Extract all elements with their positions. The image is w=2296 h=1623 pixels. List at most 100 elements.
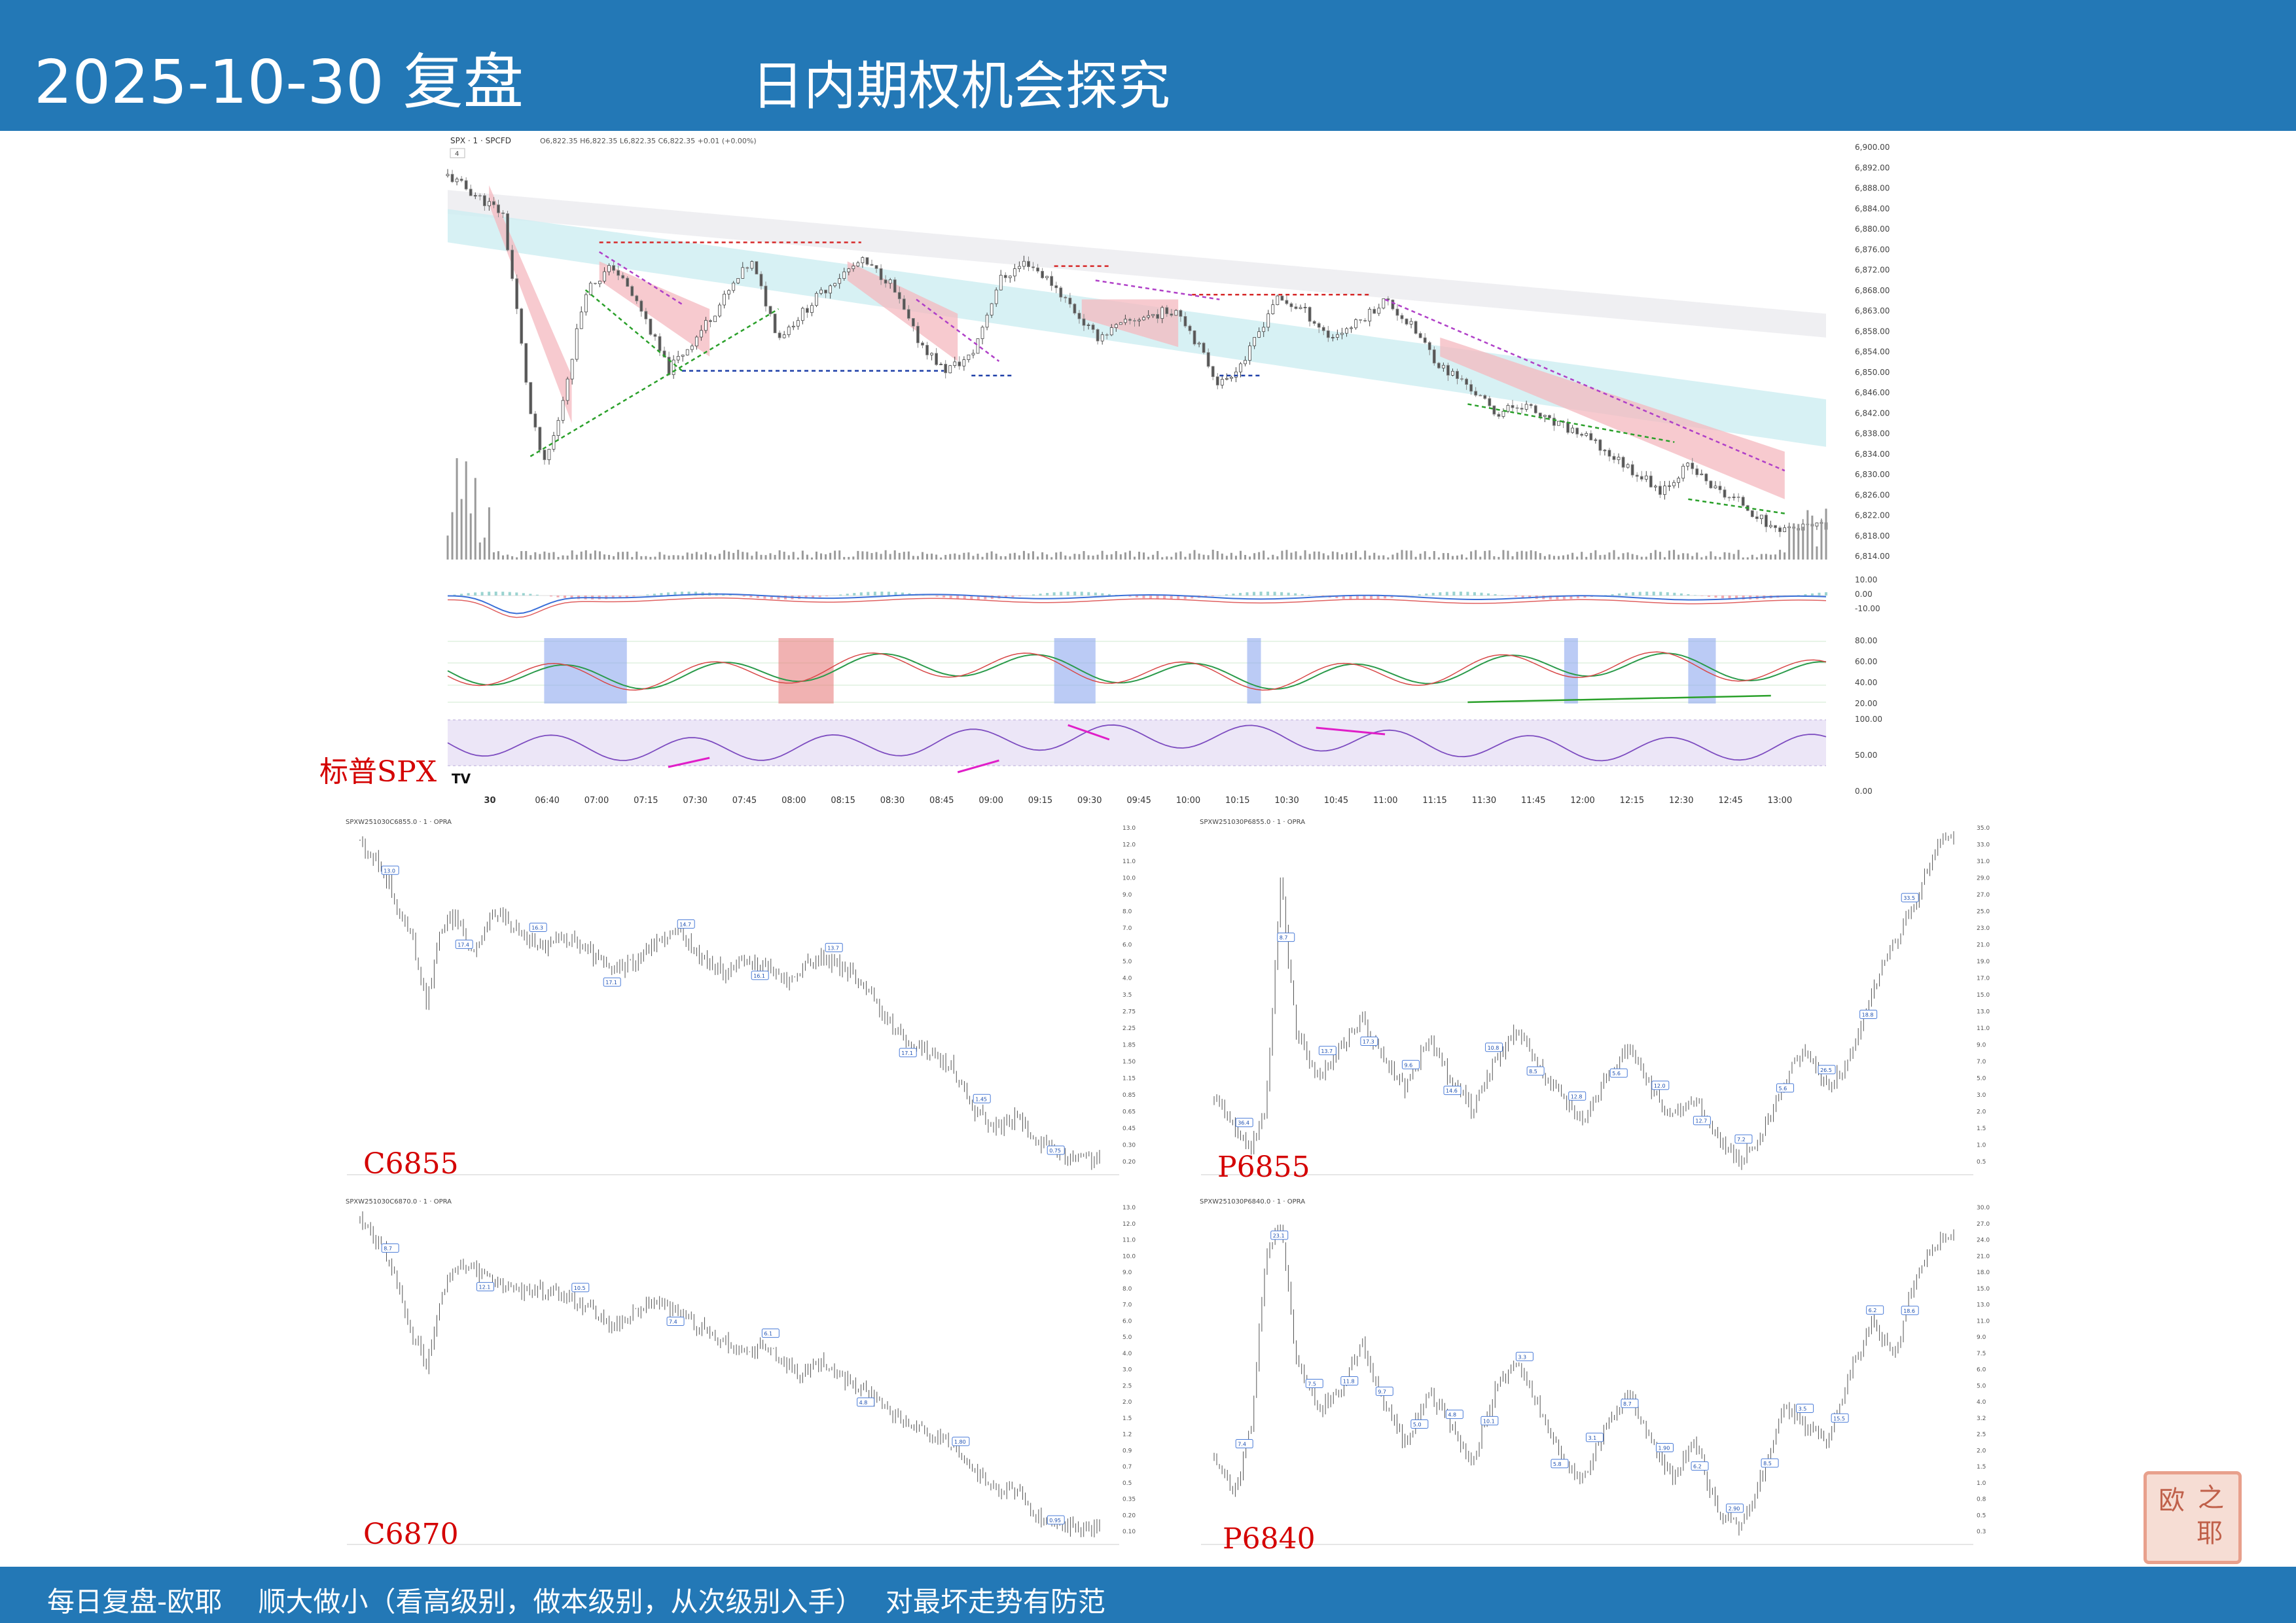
candle-body xyxy=(787,327,791,335)
candle-body xyxy=(759,274,763,287)
kdj-trend-line xyxy=(1467,694,1771,704)
candle-body xyxy=(1377,308,1381,314)
macd-histogram-bar xyxy=(963,596,966,599)
price-label-box xyxy=(1859,1009,1878,1019)
volume-bar xyxy=(1055,552,1058,560)
option-chart-p6855: SPXW251030P6855.0 · 1 · OPRA 35.0 33.0 31.0… xyxy=(1200,819,1990,1175)
indicator-badge xyxy=(450,148,465,158)
option-legend: SPXW251030P6840.0 · 1 · OPRA xyxy=(1200,1198,1305,1205)
candle-body xyxy=(773,313,777,334)
candle-body xyxy=(459,179,463,181)
volume-bar xyxy=(1470,551,1473,560)
macd-histogram-bar xyxy=(515,592,518,596)
volume-bar xyxy=(1157,550,1159,560)
price-label: 0.75 xyxy=(1049,1148,1061,1154)
candle-body xyxy=(598,281,601,285)
macd-histogram-bar xyxy=(1287,592,1290,596)
candle-body xyxy=(662,350,666,358)
macd-histogram-bar xyxy=(1659,592,1662,596)
macd-histogram-bar xyxy=(1431,592,1435,596)
candle-body xyxy=(1750,510,1754,517)
volume-bar xyxy=(1534,551,1537,560)
candle-body xyxy=(690,346,694,350)
candle-body xyxy=(1036,267,1039,272)
candle-body xyxy=(810,305,814,313)
volume-bar xyxy=(806,554,808,560)
candle-body xyxy=(1096,329,1100,342)
candle-body xyxy=(520,308,524,344)
candle-body xyxy=(1529,404,1533,406)
volume-bar xyxy=(1405,550,1408,560)
candle-body xyxy=(699,330,703,338)
price-label: 16.1 xyxy=(753,973,765,979)
volume-bar xyxy=(1378,555,1380,560)
price-label: 7.4 xyxy=(1238,1442,1246,1448)
price-label-box xyxy=(1270,1230,1289,1240)
price-label: 16.3 xyxy=(531,925,543,931)
volume-bar xyxy=(986,552,988,560)
macd-histogram-bar xyxy=(812,596,815,598)
candle-body xyxy=(925,345,929,355)
candle-body xyxy=(1741,497,1745,506)
option-legend: SPXW251030P6855.0 · 1 · OPRA xyxy=(1200,819,1305,826)
volume-bar xyxy=(732,552,735,560)
candle-body xyxy=(1289,303,1293,308)
candle-body xyxy=(1262,327,1266,332)
macd-histogram-bar xyxy=(1052,592,1056,596)
volume-bar xyxy=(1437,557,1440,560)
candle-body xyxy=(1621,457,1625,468)
macd-histogram-bar xyxy=(1515,596,1518,597)
candle-body xyxy=(1391,299,1395,310)
candle-body xyxy=(935,353,939,365)
x-tick-label: 10:45 xyxy=(1324,796,1348,806)
volume-bar xyxy=(562,555,564,560)
x-tick-label: 11:45 xyxy=(1521,796,1545,806)
candle-body xyxy=(1769,525,1772,527)
macd-histogram-bar xyxy=(501,592,505,596)
candle-body xyxy=(644,311,648,319)
volume-bar xyxy=(456,458,458,560)
volume-bar xyxy=(1230,552,1232,560)
volume-bar xyxy=(1465,557,1468,560)
price-label: 15.5 xyxy=(1833,1416,1845,1421)
volume-bar xyxy=(958,554,961,560)
volume-bar xyxy=(566,555,569,560)
volume-bar xyxy=(769,553,772,560)
volume-bar xyxy=(1152,554,1155,560)
volume-bar xyxy=(594,550,596,560)
price-label: 6.1 xyxy=(764,1331,772,1337)
option-y-tick: 33.0 xyxy=(1977,842,1990,849)
macd-histogram-bar xyxy=(935,596,939,597)
macd-histogram-bar xyxy=(1308,595,1311,596)
volume-bar xyxy=(880,554,882,560)
candle-body xyxy=(1663,486,1666,495)
macd-histogram-bar xyxy=(1087,592,1090,596)
y-tick-label: 6,838.00 xyxy=(1855,429,1890,438)
macd-histogram-bar xyxy=(467,593,470,596)
candle-body xyxy=(1105,334,1109,336)
macd-tick-label: 0.00 xyxy=(1855,590,1873,599)
y-tick-label: 6,842.00 xyxy=(1855,408,1890,418)
candle-body xyxy=(838,278,842,284)
volume-bar xyxy=(1502,550,1505,560)
option-y-tick: 27.0 xyxy=(1977,892,1990,899)
seal-char: 欧 xyxy=(2159,1486,2185,1516)
option-y-tick: 11.0 xyxy=(1122,859,1136,865)
volume-bar xyxy=(764,555,767,560)
price-label: 23.1 xyxy=(1273,1233,1285,1239)
macd-histogram-bar xyxy=(1611,594,1614,596)
macd-histogram-bar xyxy=(804,596,808,599)
volume-bar xyxy=(695,552,698,560)
volume-bar xyxy=(451,512,454,560)
footer-text: 每日复盘-欧耶 顺大做小（看高级别，做本级别，从次级别入手） 对最坏走势有防范 xyxy=(47,1586,1105,1618)
price-label: 3.1 xyxy=(1588,1435,1596,1441)
option-y-tick: 0.20 xyxy=(1122,1159,1136,1166)
macd-histogram-bar xyxy=(1576,596,1579,599)
option-y-tick: 4.0 xyxy=(1977,1399,1986,1406)
y-tick-label: 6,830.00 xyxy=(1855,470,1890,479)
volume-bar xyxy=(723,550,726,560)
macd-histogram-bar xyxy=(970,596,973,599)
price-label: 13.7 xyxy=(1321,1048,1333,1054)
candle-body xyxy=(1202,342,1206,353)
candle-body xyxy=(815,293,818,306)
